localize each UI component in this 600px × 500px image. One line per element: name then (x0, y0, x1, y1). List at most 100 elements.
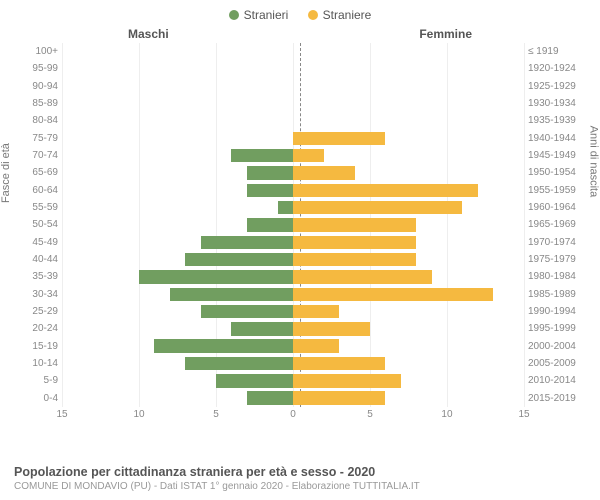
pyramid-row: 55-59 1960-1964 (20, 199, 580, 216)
pyramid-row: 85-891930-1934 (20, 95, 580, 112)
birth-year-label: 1945-1949 (524, 150, 580, 161)
bar-male (231, 149, 293, 163)
age-label: 0-4 (20, 393, 62, 404)
bar-female (293, 270, 432, 284)
birth-year-label: 2000-2004 (524, 341, 580, 352)
x-axis-tick: 10 (133, 409, 144, 420)
bar-pair (62, 147, 524, 164)
age-label: 100+ (20, 46, 62, 57)
bar-female (293, 305, 339, 319)
pyramid-row: 65-691950-1954 (20, 164, 580, 181)
legend-item-male: Stranieri (229, 8, 289, 22)
bar-male (201, 236, 293, 250)
age-label: 30-34 (20, 289, 62, 300)
y-axis-label-left: Fasce di età (0, 143, 12, 203)
age-label: 95-99 (20, 63, 62, 74)
age-label: 85-89 (20, 98, 62, 109)
age-label: 55-59 (20, 202, 62, 213)
bar-female (293, 357, 385, 371)
x-axis-tick: 15 (518, 409, 529, 420)
bar-male (185, 357, 293, 371)
birth-year-label: 1965-1969 (524, 219, 580, 230)
column-title-male: Maschi (128, 27, 169, 41)
bar-pair (62, 78, 524, 95)
bar-pair (62, 355, 524, 372)
birth-year-label: 1985-1989 (524, 289, 580, 300)
bar-pair (62, 60, 524, 77)
bar-pair (62, 182, 524, 199)
birth-year-label: 1970-1974 (524, 237, 580, 248)
legend-label-female: Straniere (323, 8, 372, 22)
pyramid-row: 45-491970-1974 (20, 234, 580, 251)
pyramid-row: 60-64 1955-1959 (20, 182, 580, 199)
chart-area: Maschi Femmine Fasce di età Anni di nasc… (20, 27, 580, 427)
age-label: 40-44 (20, 254, 62, 265)
bar-pair (62, 251, 524, 268)
bar-male (278, 201, 293, 215)
x-axis-tick: 5 (213, 409, 219, 420)
pyramid-row: 35-391980-1984 (20, 268, 580, 285)
pyramid-row: 40-44 1975-1979 (20, 251, 580, 268)
age-label: 50-54 (20, 219, 62, 230)
age-label: 80-84 (20, 115, 62, 126)
birth-year-label: 1980-1984 (524, 271, 580, 282)
birth-year-label: 1925-1929 (524, 81, 580, 92)
age-label: 70-74 (20, 150, 62, 161)
pyramid-row: 95-991920-1924 (20, 60, 580, 77)
legend-label-male: Stranieri (244, 8, 289, 22)
footer-subtitle: COMUNE DI MONDAVIO (PU) - Dati ISTAT 1° … (14, 481, 586, 492)
pyramid-row: 75-79 1940-1944 (20, 130, 580, 147)
pyramid-row: 25-291990-1994 (20, 303, 580, 320)
bar-pair (62, 372, 524, 389)
pyramid-row: 80-84 1935-1939 (20, 112, 580, 129)
bar-pair (62, 234, 524, 251)
age-label: 75-79 (20, 133, 62, 144)
pyramid-rows: 100+≤ 191995-991920-192490-941925-192985… (20, 43, 580, 407)
pyramid-row: 10-142005-2009 (20, 355, 580, 372)
age-label: 25-29 (20, 306, 62, 317)
bar-female (293, 253, 416, 267)
x-axis-tick: 0 (290, 409, 296, 420)
bar-male (231, 322, 293, 336)
footer-title: Popolazione per cittadinanza straniera p… (14, 465, 586, 479)
chart-footer: Popolazione per cittadinanza straniera p… (14, 465, 586, 492)
birth-year-label: 2005-2009 (524, 358, 580, 369)
pyramid-row: 50-54 1965-1969 (20, 216, 580, 233)
birth-year-label: 1935-1939 (524, 115, 580, 126)
bar-male (247, 391, 293, 405)
birth-year-label: 1975-1979 (524, 254, 580, 265)
birth-year-label: 1950-1954 (524, 167, 580, 178)
bar-female (293, 184, 478, 198)
bar-pair (62, 95, 524, 112)
chart-legend: Stranieri Straniere (0, 0, 600, 27)
birth-year-label: 1955-1959 (524, 185, 580, 196)
y-axis-label-right: Anni di nascita (588, 126, 600, 198)
age-label: 5-9 (20, 375, 62, 386)
birth-year-label: ≤ 1919 (524, 46, 580, 57)
pyramid-row: 5-9 2010-2014 (20, 372, 580, 389)
x-axis: 15105051015 (62, 409, 524, 427)
bar-pair (62, 216, 524, 233)
birth-year-label: 1940-1944 (524, 133, 580, 144)
bar-pair (62, 338, 524, 355)
bar-pair (62, 286, 524, 303)
pyramid-row: 15-192000-2004 (20, 338, 580, 355)
bar-pair (62, 164, 524, 181)
bar-female (293, 132, 385, 146)
x-axis-tick: 5 (367, 409, 373, 420)
bar-male (247, 184, 293, 198)
birth-year-label: 1960-1964 (524, 202, 580, 213)
bar-female (293, 374, 401, 388)
column-title-female: Femmine (419, 27, 472, 41)
age-label: 60-64 (20, 185, 62, 196)
x-axis-tick: 15 (56, 409, 67, 420)
bar-pair (62, 199, 524, 216)
bar-male (139, 270, 293, 284)
bar-pair (62, 112, 524, 129)
bar-male (185, 253, 293, 267)
bar-male (170, 288, 293, 302)
x-axis-tick: 10 (441, 409, 452, 420)
pyramid-row: 30-34 1985-1989 (20, 286, 580, 303)
bar-pair (62, 43, 524, 60)
birth-year-label: 2010-2014 (524, 375, 580, 386)
